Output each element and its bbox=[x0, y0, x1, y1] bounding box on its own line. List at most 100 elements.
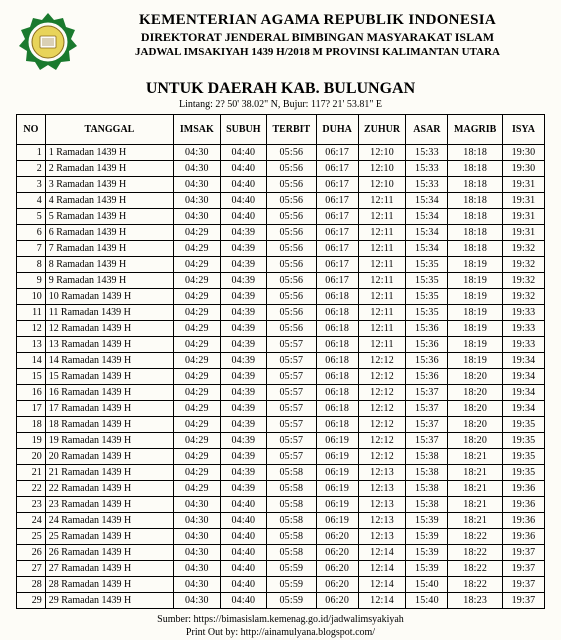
time-cell: 19:32 bbox=[502, 241, 544, 257]
row-number: 9 bbox=[17, 273, 46, 289]
time-cell: 05:58 bbox=[267, 481, 317, 497]
table-row: 2323 Ramadan 1439 H04:3004:4005:5806:191… bbox=[17, 497, 545, 513]
time-cell: 19:32 bbox=[502, 273, 544, 289]
time-cell: 06:18 bbox=[316, 353, 358, 369]
date-cell: 22 Ramadan 1439 H bbox=[45, 481, 173, 497]
time-cell: 04:40 bbox=[220, 561, 266, 577]
time-cell: 12:13 bbox=[358, 497, 406, 513]
time-cell: 04:29 bbox=[174, 481, 220, 497]
time-cell: 15:37 bbox=[406, 385, 448, 401]
time-cell: 15:35 bbox=[406, 305, 448, 321]
table-row: 11 Ramadan 1439 H04:3004:4005:5606:1712:… bbox=[17, 145, 545, 161]
time-cell: 04:29 bbox=[174, 433, 220, 449]
row-number: 24 bbox=[17, 513, 46, 529]
table-row: 77 Ramadan 1439 H04:2904:3905:5606:1712:… bbox=[17, 241, 545, 257]
time-cell: 04:39 bbox=[220, 353, 266, 369]
time-cell: 18:19 bbox=[448, 337, 502, 353]
time-cell: 15:34 bbox=[406, 193, 448, 209]
time-cell: 05:56 bbox=[267, 161, 317, 177]
time-cell: 06:20 bbox=[316, 561, 358, 577]
time-cell: 06:18 bbox=[316, 305, 358, 321]
row-number: 5 bbox=[17, 209, 46, 225]
time-cell: 12:12 bbox=[358, 353, 406, 369]
time-cell: 15:39 bbox=[406, 513, 448, 529]
time-cell: 12:11 bbox=[358, 241, 406, 257]
time-cell: 05:56 bbox=[267, 193, 317, 209]
time-cell: 15:38 bbox=[406, 449, 448, 465]
time-cell: 05:58 bbox=[267, 513, 317, 529]
time-cell: 19:34 bbox=[502, 353, 544, 369]
time-cell: 06:18 bbox=[316, 337, 358, 353]
time-cell: 06:19 bbox=[316, 481, 358, 497]
time-cell: 04:39 bbox=[220, 305, 266, 321]
time-cell: 05:57 bbox=[267, 385, 317, 401]
time-cell: 12:14 bbox=[358, 561, 406, 577]
time-cell: 04:39 bbox=[220, 369, 266, 385]
time-cell: 06:19 bbox=[316, 449, 358, 465]
time-cell: 18:20 bbox=[448, 385, 502, 401]
time-cell: 05:56 bbox=[267, 321, 317, 337]
row-number: 3 bbox=[17, 177, 46, 193]
time-cell: 04:39 bbox=[220, 225, 266, 241]
time-cell: 19:32 bbox=[502, 257, 544, 273]
date-cell: 20 Ramadan 1439 H bbox=[45, 449, 173, 465]
date-cell: 4 Ramadan 1439 H bbox=[45, 193, 173, 209]
date-cell: 6 Ramadan 1439 H bbox=[45, 225, 173, 241]
time-cell: 19:33 bbox=[502, 337, 544, 353]
time-cell: 18:21 bbox=[448, 465, 502, 481]
time-cell: 04:30 bbox=[174, 145, 220, 161]
time-cell: 04:40 bbox=[220, 209, 266, 225]
schedule-title: JADWAL IMSAKIYAH 1439 H/2018 M PROVINSI … bbox=[90, 46, 545, 58]
time-cell: 05:56 bbox=[267, 241, 317, 257]
table-row: 1313 Ramadan 1439 H04:2904:3905:5706:181… bbox=[17, 337, 545, 353]
column-header: MAGRIB bbox=[448, 115, 502, 145]
date-cell: 16 Ramadan 1439 H bbox=[45, 385, 173, 401]
time-cell: 12:12 bbox=[358, 401, 406, 417]
time-cell: 04:40 bbox=[220, 145, 266, 161]
time-cell: 15:35 bbox=[406, 273, 448, 289]
time-cell: 04:29 bbox=[174, 353, 220, 369]
time-cell: 06:17 bbox=[316, 225, 358, 241]
time-cell: 15:36 bbox=[406, 353, 448, 369]
time-cell: 15:39 bbox=[406, 561, 448, 577]
table-row: 22 Ramadan 1439 H04:3004:4005:5606:1712:… bbox=[17, 161, 545, 177]
time-cell: 06:20 bbox=[316, 577, 358, 593]
time-cell: 04:30 bbox=[174, 561, 220, 577]
time-cell: 12:10 bbox=[358, 177, 406, 193]
time-cell: 18:22 bbox=[448, 545, 502, 561]
time-cell: 18:18 bbox=[448, 177, 502, 193]
time-cell: 12:12 bbox=[358, 433, 406, 449]
row-number: 22 bbox=[17, 481, 46, 497]
date-cell: 24 Ramadan 1439 H bbox=[45, 513, 173, 529]
time-cell: 18:20 bbox=[448, 401, 502, 417]
column-header: ZUHUR bbox=[358, 115, 406, 145]
time-cell: 04:39 bbox=[220, 449, 266, 465]
table-row: 1212 Ramadan 1439 H04:2904:3905:5606:181… bbox=[17, 321, 545, 337]
time-cell: 05:58 bbox=[267, 465, 317, 481]
time-cell: 15:33 bbox=[406, 145, 448, 161]
time-cell: 15:37 bbox=[406, 401, 448, 417]
time-cell: 18:21 bbox=[448, 497, 502, 513]
time-cell: 12:13 bbox=[358, 481, 406, 497]
column-header: TANGGAL bbox=[45, 115, 173, 145]
time-cell: 15:39 bbox=[406, 529, 448, 545]
date-cell: 21 Ramadan 1439 H bbox=[45, 465, 173, 481]
time-cell: 18:23 bbox=[448, 593, 502, 609]
date-cell: 29 Ramadan 1439 H bbox=[45, 593, 173, 609]
time-cell: 05:56 bbox=[267, 273, 317, 289]
time-cell: 19:36 bbox=[502, 513, 544, 529]
date-cell: 26 Ramadan 1439 H bbox=[45, 545, 173, 561]
table-row: 2222 Ramadan 1439 H04:2904:3905:5806:191… bbox=[17, 481, 545, 497]
time-cell: 19:33 bbox=[502, 305, 544, 321]
row-number: 12 bbox=[17, 321, 46, 337]
column-header: ISYA bbox=[502, 115, 544, 145]
time-cell: 18:19 bbox=[448, 273, 502, 289]
time-cell: 15:35 bbox=[406, 257, 448, 273]
row-number: 7 bbox=[17, 241, 46, 257]
time-cell: 15:34 bbox=[406, 209, 448, 225]
date-cell: 9 Ramadan 1439 H bbox=[45, 273, 173, 289]
time-cell: 12:11 bbox=[358, 209, 406, 225]
time-cell: 19:31 bbox=[502, 209, 544, 225]
time-cell: 18:21 bbox=[448, 449, 502, 465]
time-cell: 15:37 bbox=[406, 433, 448, 449]
